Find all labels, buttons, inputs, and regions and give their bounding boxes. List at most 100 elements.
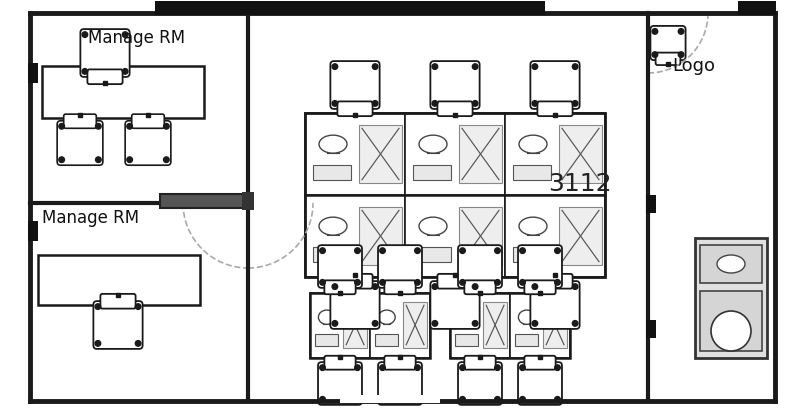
Circle shape (164, 124, 169, 130)
Circle shape (320, 280, 325, 285)
Bar (305, 114, 605, 277)
Circle shape (96, 124, 101, 130)
Circle shape (495, 396, 500, 402)
Circle shape (652, 53, 658, 58)
FancyBboxPatch shape (330, 281, 380, 329)
Ellipse shape (519, 136, 547, 154)
Circle shape (432, 321, 438, 326)
Circle shape (555, 280, 560, 285)
Bar (359, 126, 402, 183)
Circle shape (532, 101, 538, 107)
FancyBboxPatch shape (57, 121, 103, 166)
Circle shape (320, 248, 325, 254)
Circle shape (495, 248, 500, 254)
Circle shape (372, 321, 378, 326)
FancyBboxPatch shape (385, 281, 416, 294)
Bar (305, 195, 405, 277)
Circle shape (127, 124, 133, 130)
Bar (160, 195, 252, 209)
FancyBboxPatch shape (431, 281, 480, 329)
Circle shape (520, 396, 525, 402)
FancyBboxPatch shape (438, 274, 472, 289)
Bar (505, 114, 605, 195)
Bar (513, 248, 551, 263)
Bar (313, 166, 351, 181)
Circle shape (332, 101, 337, 107)
FancyBboxPatch shape (656, 53, 680, 66)
Bar (313, 248, 351, 263)
Bar (413, 248, 451, 263)
Circle shape (555, 248, 560, 254)
Circle shape (555, 365, 560, 370)
Circle shape (572, 65, 578, 70)
Bar (700, 245, 762, 283)
Bar (38, 255, 200, 305)
FancyBboxPatch shape (525, 281, 555, 294)
Circle shape (520, 248, 525, 254)
Bar (505, 195, 605, 277)
Text: Logo: Logo (672, 57, 715, 75)
Circle shape (355, 396, 360, 402)
Circle shape (320, 396, 325, 402)
Bar (343, 302, 367, 348)
FancyBboxPatch shape (81, 30, 130, 78)
Circle shape (95, 304, 100, 310)
Circle shape (372, 65, 378, 70)
Circle shape (460, 396, 465, 402)
Ellipse shape (717, 255, 745, 273)
Ellipse shape (519, 218, 547, 235)
Bar (359, 208, 402, 265)
Circle shape (572, 321, 578, 326)
Circle shape (472, 321, 478, 326)
Circle shape (380, 280, 386, 285)
Circle shape (711, 311, 751, 351)
Bar (559, 126, 602, 183)
Bar (374, 334, 397, 346)
Circle shape (320, 365, 325, 370)
Bar (513, 166, 551, 181)
FancyBboxPatch shape (385, 356, 416, 370)
Circle shape (572, 101, 578, 107)
FancyBboxPatch shape (537, 102, 573, 117)
Circle shape (372, 284, 378, 290)
Circle shape (122, 69, 128, 75)
Bar (646, 320, 656, 338)
FancyBboxPatch shape (530, 62, 580, 109)
Bar (646, 195, 656, 214)
Circle shape (355, 248, 360, 254)
Bar (459, 208, 502, 265)
Circle shape (432, 65, 438, 70)
Circle shape (355, 365, 360, 370)
FancyBboxPatch shape (465, 281, 495, 294)
FancyBboxPatch shape (438, 102, 472, 117)
Circle shape (679, 53, 684, 58)
Circle shape (122, 33, 128, 38)
Bar (242, 192, 254, 211)
Ellipse shape (419, 218, 447, 235)
Circle shape (432, 284, 438, 290)
Ellipse shape (319, 136, 347, 154)
Circle shape (472, 101, 478, 107)
Circle shape (572, 284, 578, 290)
Circle shape (96, 157, 101, 163)
FancyBboxPatch shape (378, 246, 422, 288)
Bar (738, 2, 776, 16)
FancyBboxPatch shape (318, 362, 362, 405)
FancyBboxPatch shape (88, 70, 122, 85)
Circle shape (135, 304, 141, 310)
Ellipse shape (518, 310, 535, 325)
Circle shape (532, 65, 538, 70)
Bar (314, 334, 337, 346)
Circle shape (372, 101, 378, 107)
Text: Manage RM: Manage RM (42, 209, 139, 226)
FancyBboxPatch shape (125, 121, 171, 166)
Bar (403, 302, 427, 348)
Bar (340, 395, 440, 403)
Circle shape (332, 65, 337, 70)
Bar (515, 334, 538, 346)
FancyBboxPatch shape (537, 274, 573, 289)
FancyBboxPatch shape (318, 246, 362, 288)
Circle shape (460, 280, 465, 285)
Bar (459, 126, 502, 183)
FancyBboxPatch shape (132, 115, 164, 129)
